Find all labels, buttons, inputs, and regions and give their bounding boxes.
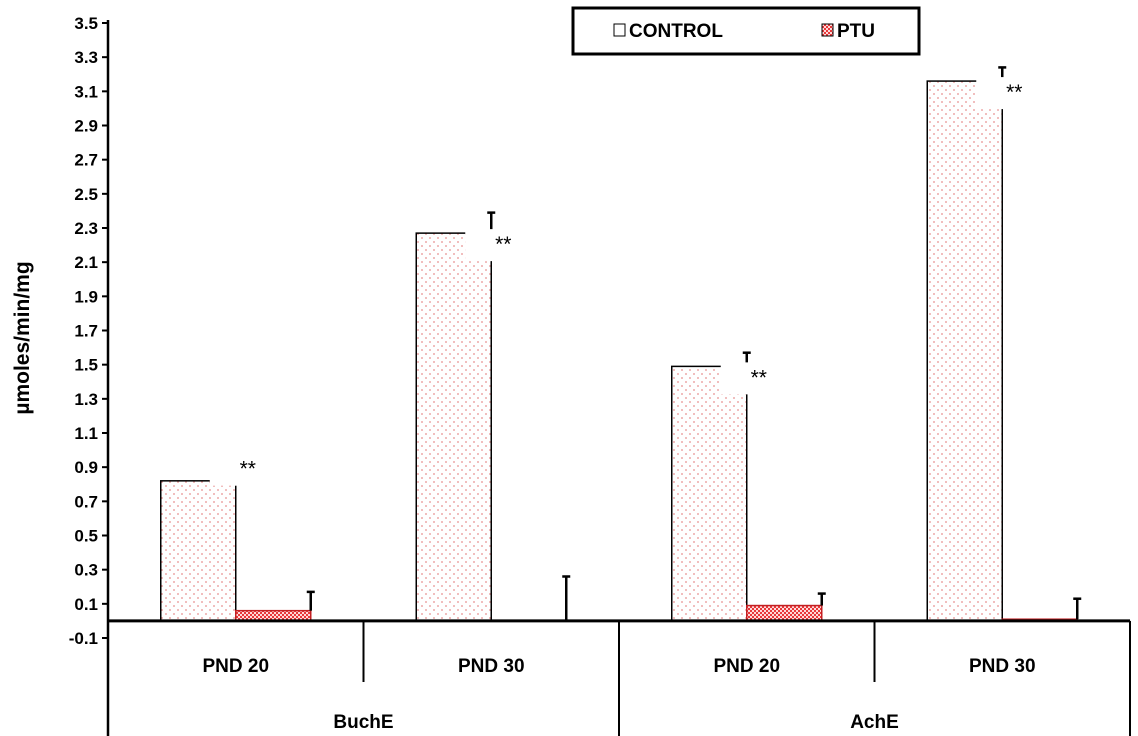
y-tick-label: 0.7 (74, 492, 98, 511)
bar-ptu-2 (746, 604, 823, 622)
y-tick-label: 0.1 (74, 595, 98, 614)
y-tick-label: -0.1 (69, 629, 98, 648)
star-bg-1 (465, 229, 542, 262)
y-tick-label: 1.1 (74, 424, 98, 443)
significance-star-0: ** (240, 458, 256, 481)
star-bg-2 (720, 362, 797, 395)
significance-star-2: ** (751, 366, 767, 389)
bar-control-0 (160, 480, 237, 622)
category-label-1: PND 30 (458, 656, 525, 677)
y-axis-label: µmoles/min/mg (11, 261, 34, 414)
legend-box (571, 6, 921, 56)
category-labels: PND 20 PND 30 PND 20 PND 30 BuchE AchE (202, 656, 1035, 733)
y-tick-label: 0.9 (74, 458, 98, 477)
y-tick-label: 3.3 (74, 48, 98, 67)
group-label-0: BuchE (333, 712, 393, 733)
legend-label-control: CONTROL (629, 21, 723, 42)
y-tick-label: 1.7 (74, 322, 98, 341)
y-tick-label: 0.3 (74, 561, 98, 580)
legend: CONTROL PTU (571, 6, 921, 56)
y-tick-label: 1.9 (74, 287, 98, 306)
significance-markers: ** ** ** ** (209, 77, 1053, 486)
bar-control-2 (671, 365, 748, 622)
y-tick-label: 2.3 (74, 219, 98, 238)
group-label-1: AchE (850, 712, 899, 733)
legend-swatch-ptu (821, 23, 834, 37)
category-label-0: PND 20 (202, 656, 269, 677)
star-bg-0 (209, 453, 286, 486)
y-tick-label: 2.7 (74, 151, 98, 170)
bar-ptu-0 (235, 609, 312, 622)
y-tick-label: 1.5 (74, 356, 98, 375)
y-tick-label: 3.5 (74, 14, 98, 33)
y-tick-label: 2.5 (74, 185, 98, 204)
bar-control-1 (415, 232, 492, 622)
y-axis-ticks: 3.5 3.3 3.1 2.9 2.7 2.5 2.3 2.1 1.9 1.7 1.5 1.3 1.1 0… (69, 14, 108, 648)
significance-star-3: ** (1006, 81, 1022, 104)
category-label-3: PND 30 (969, 656, 1036, 677)
axes (106, 20, 1131, 736)
y-tick-label: 1.3 (74, 390, 98, 409)
bar-control-3 (926, 80, 1003, 622)
y-tick-label: 3.1 (74, 82, 98, 101)
star-bg-3 (976, 77, 1053, 110)
y-tick-label: 0.5 (74, 527, 98, 546)
bars (160, 80, 1078, 622)
y-tick-label: 2.1 (74, 253, 98, 272)
significance-star-1: ** (495, 233, 511, 256)
legend-swatch-control (613, 23, 626, 37)
category-label-2: PND 20 (713, 656, 780, 677)
legend-label-ptu: PTU (837, 21, 875, 42)
y-tick-label: 2.9 (74, 117, 98, 136)
